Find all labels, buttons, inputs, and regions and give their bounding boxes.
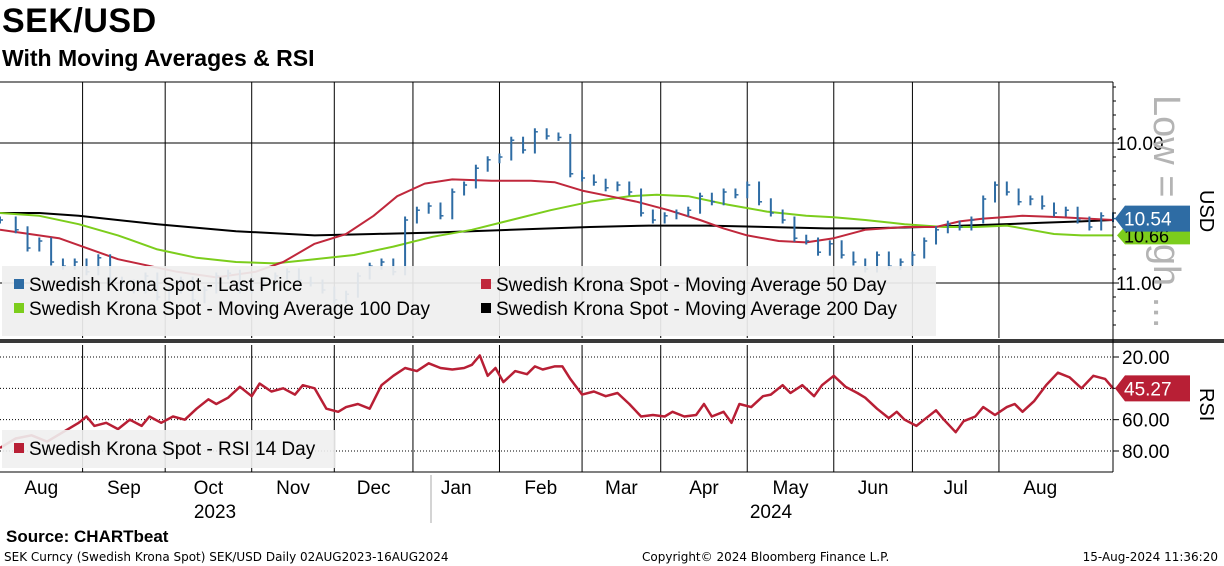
- rsi-y-tick-label-20-00: 20.00: [1122, 348, 1170, 369]
- timestamp: 15-Aug-2024 11:36:20: [1082, 550, 1218, 564]
- legend-label-swedish-krona-spot-moving-average-200-day: Swedish Krona Spot - Moving Average 200 …: [496, 299, 897, 320]
- last-price-label-box: [1115, 205, 1190, 232]
- legend-swatch-0: [14, 279, 24, 289]
- last-price-label: 10.54: [1124, 210, 1172, 231]
- x-tick-label-dec: Dec: [357, 478, 391, 499]
- x-tick-label-aug: Aug: [24, 478, 58, 499]
- rsi-last-label-box: [1115, 375, 1190, 402]
- x-tick-label-nov: Nov: [276, 478, 310, 499]
- legend-label-swedish-krona-spot-rsi-14-day: Swedish Krona Spot - RSI 14 Day: [29, 439, 316, 460]
- chart-subtitle: With Moving Averages & RSI: [2, 45, 315, 71]
- legend-box: [2, 266, 936, 336]
- rsi-legend-box: [2, 430, 336, 468]
- rsi-y-tick-label-80-00: 80.00: [1122, 442, 1170, 463]
- y-axis-title-usd: USD: [1195, 190, 1217, 232]
- legend-swatch-1: [481, 279, 491, 289]
- x-tick-label-oct: Oct: [194, 478, 224, 499]
- x-tick-label-mar: Mar: [605, 478, 638, 499]
- rsi-panel-series: [0, 354, 1114, 449]
- legend-label-swedish-krona-spot-moving-average-50-day: Swedish Krona Spot - Moving Average 50 D…: [496, 275, 887, 296]
- price-legend: Swedish Krona Spot - Last Price Swedish K…: [2, 266, 936, 336]
- source-note: Source: CHARTbeat: [6, 527, 169, 546]
- chart-title: SEK/USD: [2, 2, 157, 40]
- panel-separator: [0, 339, 1224, 343]
- copyright: Copyright© 2024 Bloomberg Finance L.P.: [642, 550, 890, 564]
- x-tick-label-feb: Feb: [524, 478, 557, 499]
- series-line-swedish-krona-spot-moving-average-100-day: [0, 193, 1113, 265]
- price-panel-series: [0, 128, 1116, 304]
- y-axis-title-rsi: RSI: [1195, 388, 1217, 421]
- year-label-2023: 2023: [194, 502, 236, 523]
- legend-swatch-2: [14, 303, 24, 313]
- rsi-last-label: 45.27: [1124, 379, 1172, 400]
- series-line-swedish-krona-spot-rsi-14-day: [0, 354, 1114, 449]
- x-tick-label-aug: Aug: [1023, 478, 1057, 499]
- legend-label-swedish-krona-spot-last-price: Swedish Krona Spot - Last Price: [29, 275, 303, 296]
- rsi-legend: Swedish Krona Spot - RSI 14 Day: [2, 430, 336, 468]
- series-line-swedish-krona-spot-moving-average-200-day: [0, 212, 1114, 237]
- legend-label-swedish-krona-spot-moving-average-100-day: Swedish Krona Spot - Moving Average 100 …: [29, 299, 430, 320]
- x-tick-label-apr: Apr: [689, 478, 719, 499]
- y-tick-label-11-00: 11.00: [1116, 274, 1162, 295]
- ticker-info: SEK Curncy (Swedish Krona Spot) SEK/USD …: [4, 550, 449, 564]
- x-tick-label-jul: Jul: [944, 478, 968, 499]
- x-tick-label-jan: Jan: [441, 478, 472, 499]
- year-label-2024: 2024: [750, 502, 793, 523]
- x-tick-label-sep: Sep: [107, 478, 141, 499]
- rsi-y-tick-label-60-00: 60.00: [1122, 411, 1170, 432]
- x-tick-label-jun: Jun: [858, 478, 889, 499]
- rsi-legend-swatch: [14, 443, 24, 453]
- x-tick-label-may: May: [773, 478, 809, 499]
- y-tick-label-10-00: 10.00: [1116, 134, 1164, 155]
- axes: Aug Sep Oct Nov Dec Jan Feb Mar Apr May Jun Jul Aug 2…: [0, 81, 1224, 523]
- legend-swatch-3: [481, 303, 491, 313]
